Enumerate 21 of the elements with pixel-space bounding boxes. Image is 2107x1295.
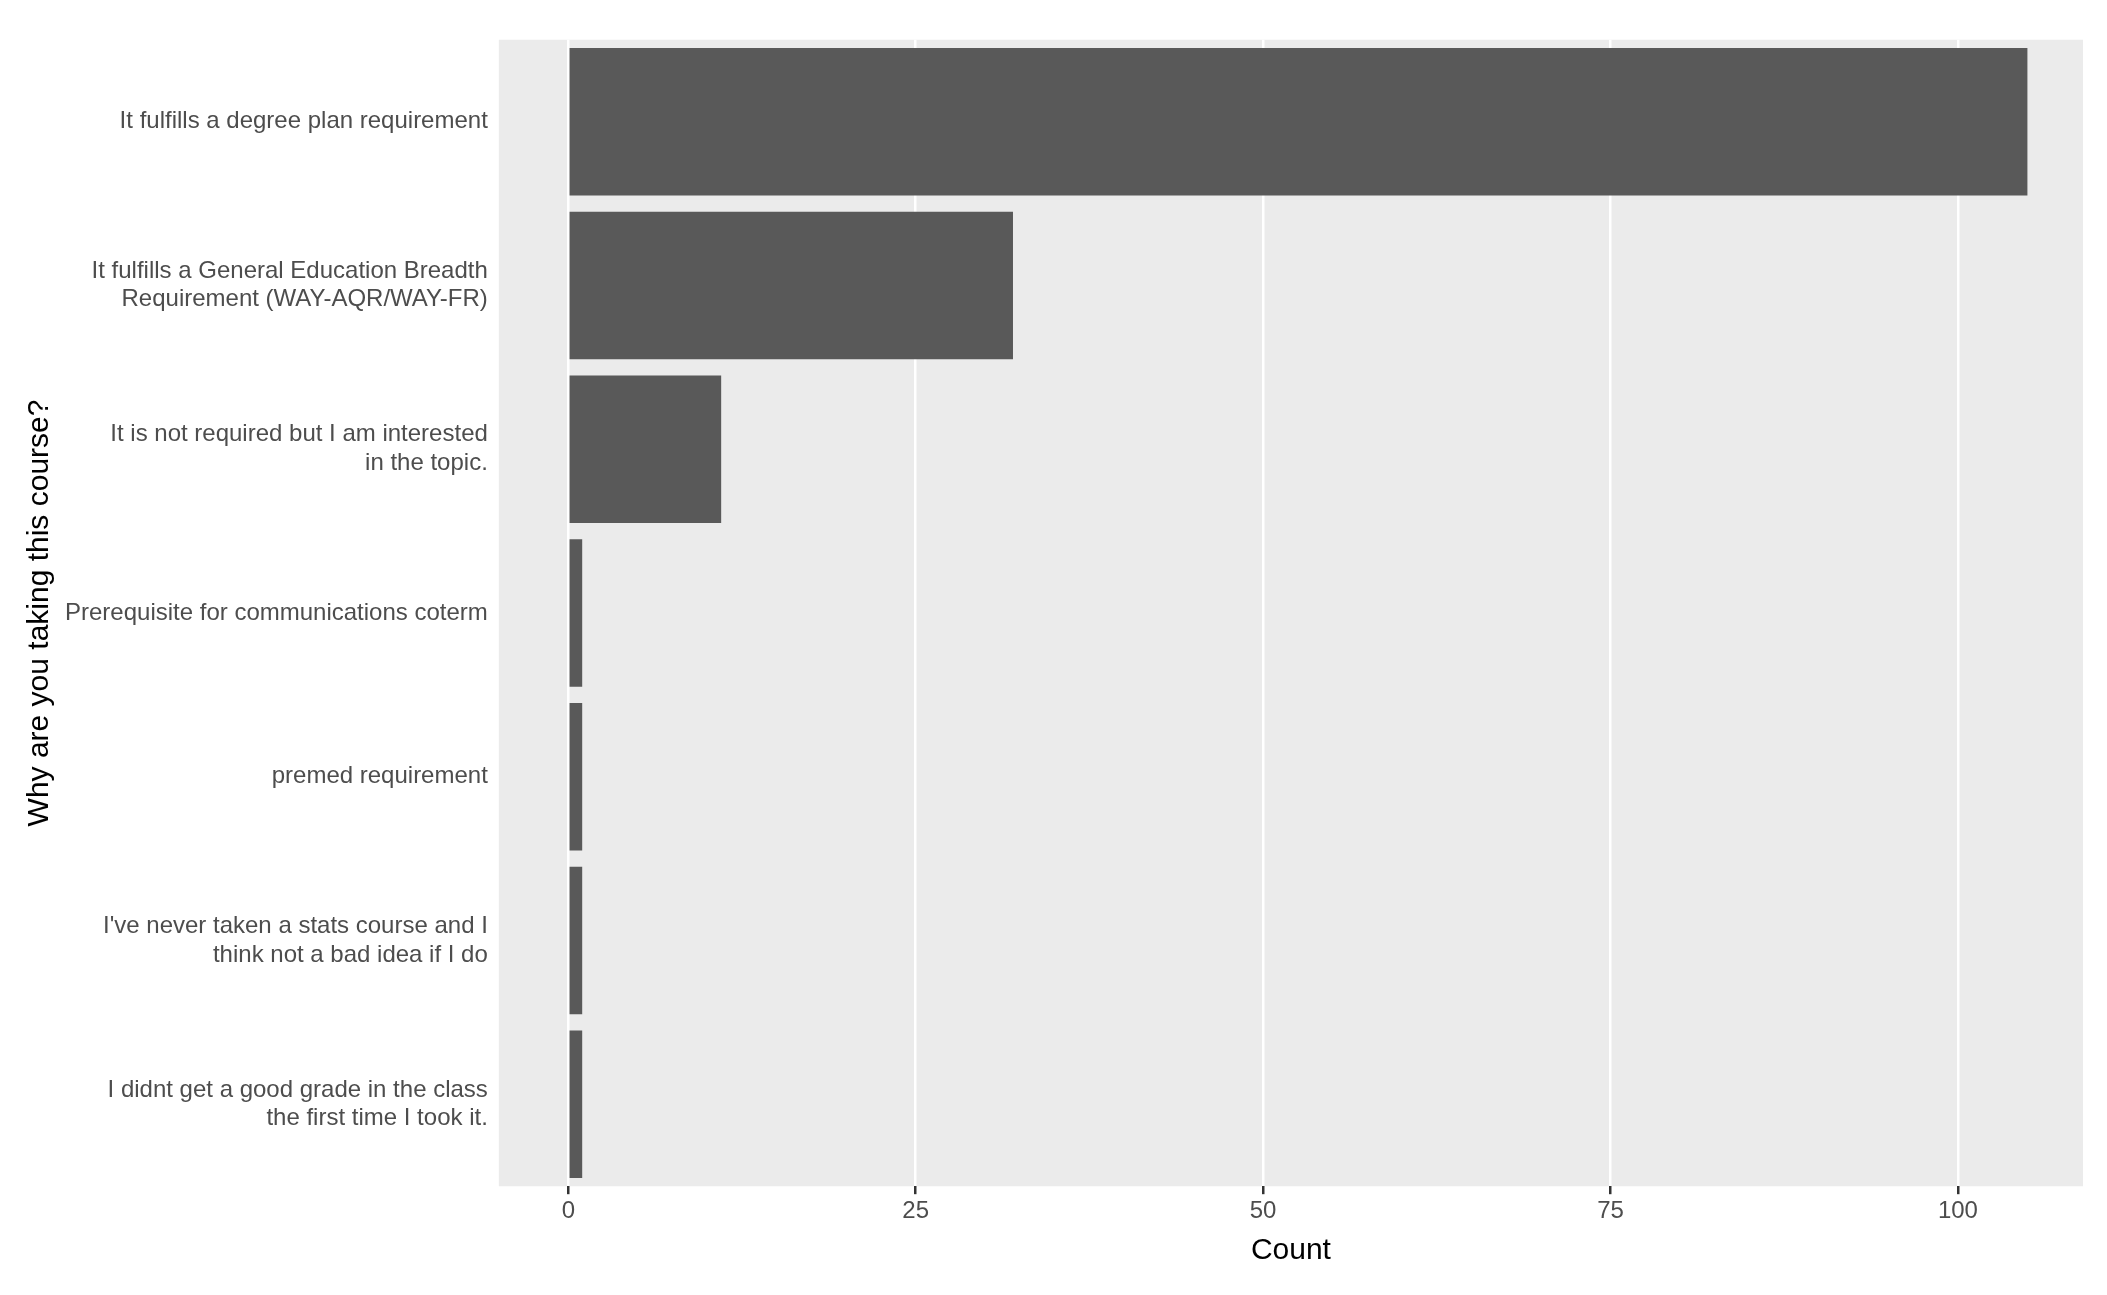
x-tick-label: 100 (1937, 1196, 1978, 1224)
bar (569, 211, 1013, 360)
x-tick-label: 75 (1597, 1196, 1624, 1224)
y-tick-label: premed requirement (271, 761, 489, 789)
bar (569, 866, 583, 1015)
x-tick-label: 25 (902, 1196, 930, 1224)
bar (569, 375, 722, 523)
bar (569, 1030, 583, 1179)
y-axis-title: Why are you taking this course? (21, 399, 55, 827)
y-tick-label: It fulfills a General Education Breadth Requirement (WAY-AQR/WAY-FR) (91, 255, 488, 312)
bar (569, 539, 583, 687)
x-tick-label: 0 (561, 1196, 575, 1224)
x-axis-title: Count (1250, 1232, 1332, 1266)
x-tick-label: 50 (1249, 1196, 1277, 1224)
bar (569, 47, 2028, 196)
y-tick-label: Prerequisite for communications coterm (65, 597, 488, 625)
y-tick-label: It fulfills a degree plan requirement (119, 106, 489, 134)
y-tick-label: I've never taken a stats course and I think not a bad idea if I do (103, 910, 488, 967)
y-tick-label: I didnt get a good grade in the class the first time I took it. (107, 1074, 488, 1131)
bar (569, 703, 583, 851)
y-tick-label: It is not required but I am interested in the topic. (110, 419, 488, 476)
